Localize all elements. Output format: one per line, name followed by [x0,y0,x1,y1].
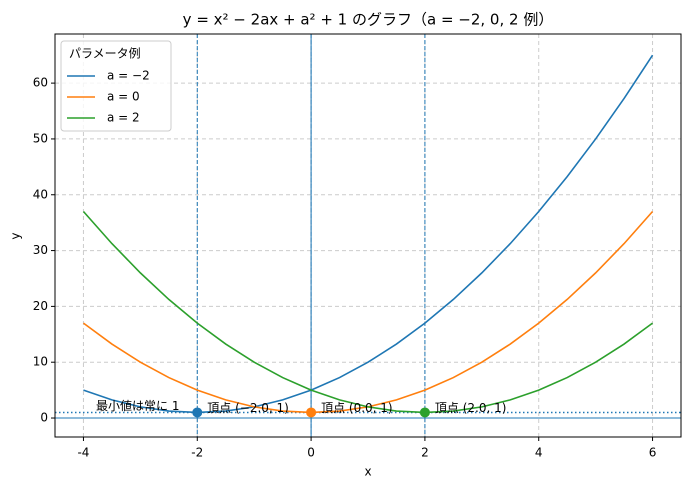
vertex-label: 頂点 (0.0, 1) [321,401,393,415]
y-tick-label: 20 [33,299,48,313]
axes-frame [54,33,682,438]
x-tick-label: 4 [535,446,543,460]
x-tick-label: 2 [421,446,429,460]
vertex-label: 頂点 (2.0, 1) [435,401,507,415]
vertex-point [419,407,430,418]
series-line [82,210,654,414]
x-tick-label: -2 [191,446,203,460]
y-tick-label: 40 [33,187,48,201]
vertex-point [192,407,203,418]
series-line [83,54,654,414]
y-tick-label: 50 [33,131,48,145]
x-axis-label: x [364,465,371,479]
y-tick-label: 0 [40,411,48,425]
y-tick-label: 30 [33,243,48,257]
legend-box [60,40,172,132]
legend-title: パラメータ例 [69,47,141,61]
legend-label: a = 2 [107,111,140,125]
legend-label: a = 0 [107,90,140,104]
x-tick-label: 0 [307,446,315,460]
y-axis-label: y [9,232,23,239]
chart-title: y = x² − 2ax + a² + 1 のグラフ（a = −2, 0, 2 … [183,11,554,29]
x-tick-label: 6 [649,446,657,460]
vertex-label: 頂点 (−2.0, 1) [207,401,289,415]
series-line [82,210,654,414]
legend-label: a = −2 [107,69,150,83]
vertex-point [306,407,317,418]
y-tick-label: 60 [33,76,48,90]
y-tick-label: 10 [33,355,48,369]
annotation: 最小値は常に 1 [96,398,179,413]
x-tick-label: -4 [77,446,89,460]
